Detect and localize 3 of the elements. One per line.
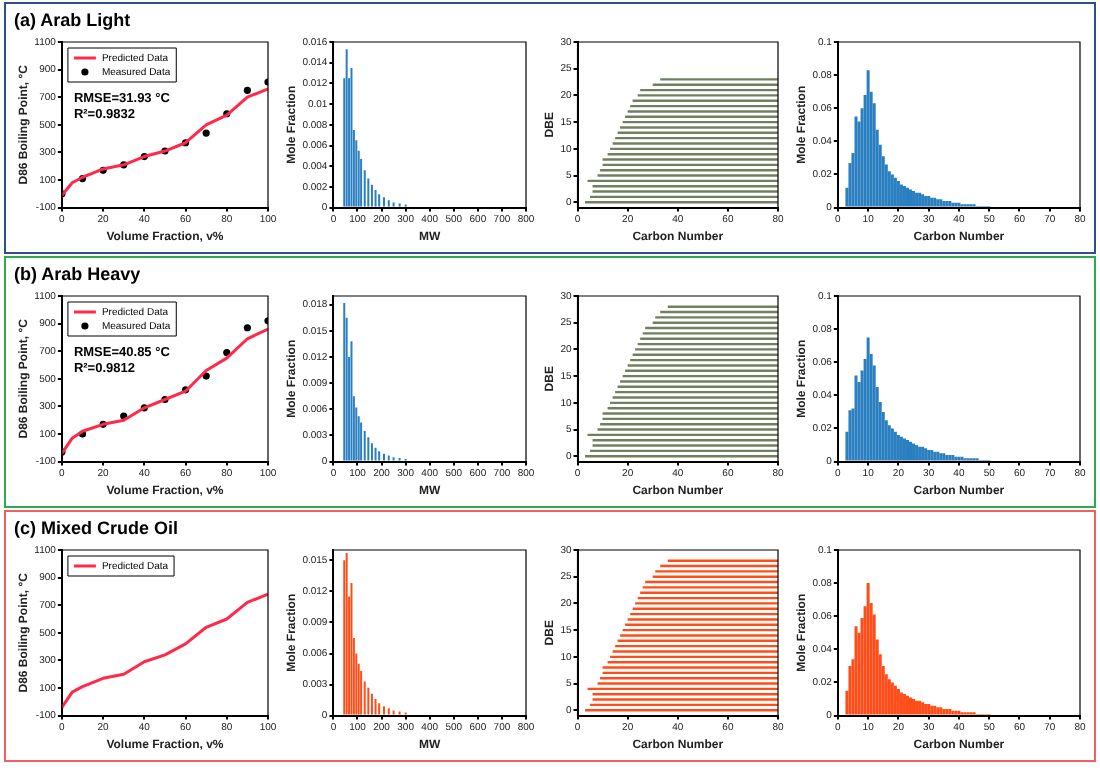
- chart-title: (a) Arab Light: [14, 8, 133, 34]
- chart-title: (c) Mixed Crude Oil: [14, 516, 181, 542]
- chart-title: (b) Arab Heavy: [14, 262, 143, 288]
